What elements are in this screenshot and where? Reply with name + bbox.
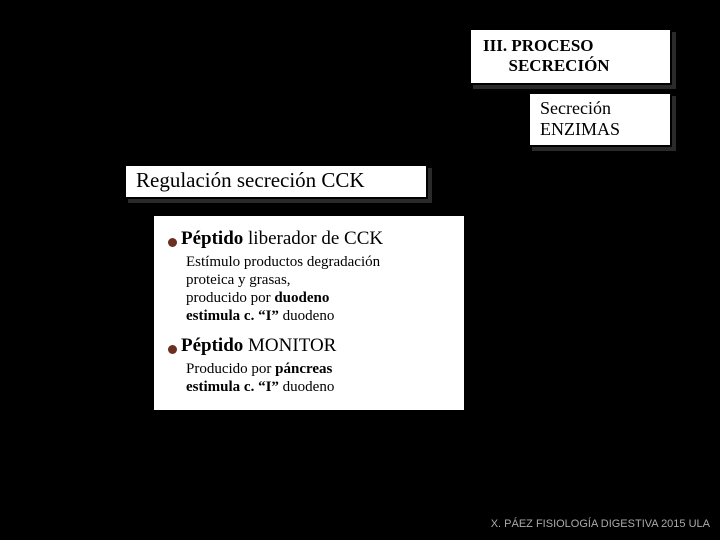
bullet-1-lead: Péptido [181, 228, 243, 249]
bullet-1-rest: liberador de CCK [243, 228, 383, 249]
b2-d1a: Producido por [186, 361, 275, 377]
b2-d2b: duodeno [279, 379, 334, 395]
b2-d2a: estimula c. “I” [186, 379, 279, 395]
header-box: III. PROCESO SECRECIÓN [469, 28, 672, 85]
b1-d2: proteica y grasas, [186, 272, 291, 288]
bullet-2-desc: Producido por páncreas estimula c. “I” d… [186, 360, 450, 396]
bullet-1-heading: Péptido liberador de CCK [181, 228, 383, 250]
footer-text: X. PÁEZ FISIOLOGÍA DIGESTIVA 2015 ULA [491, 518, 710, 530]
b1-d3b: duodeno [274, 290, 329, 306]
title-text: Regulación secreción CCK [136, 168, 365, 192]
sub-box: Secreción ENZIMAS [528, 92, 672, 147]
bullet-2-lead: Péptido [181, 335, 243, 356]
sub-line1: Secreción [540, 98, 611, 118]
sub-line2: ENZIMAS [540, 119, 620, 139]
bullet-2: Péptido MONITOR [168, 335, 450, 357]
header-line1: III. PROCESO [483, 36, 594, 55]
bullet-1: Péptido liberador de CCK [168, 228, 450, 250]
header-line2: SECRECIÓN [509, 56, 610, 75]
bullet-dot-icon [168, 238, 177, 247]
bullet-2-heading: Péptido MONITOR [181, 335, 336, 357]
b1-d4b: duodeno [279, 308, 334, 324]
bullet-dot-icon [168, 345, 177, 354]
b1-d3a: producido por [186, 290, 274, 306]
bullet-1-desc: Estímulo productos degradación proteica … [186, 253, 450, 325]
b2-d1b: páncreas [275, 361, 332, 377]
b1-d4a: estimula c. “I” [186, 308, 279, 324]
b1-d1: Estímulo productos degradación [186, 254, 380, 270]
bullet-2-rest: MONITOR [243, 335, 336, 356]
title-box: Regulación secreción CCK [124, 164, 428, 199]
main-content-box: Péptido liberador de CCK Estímulo produc… [152, 214, 466, 412]
